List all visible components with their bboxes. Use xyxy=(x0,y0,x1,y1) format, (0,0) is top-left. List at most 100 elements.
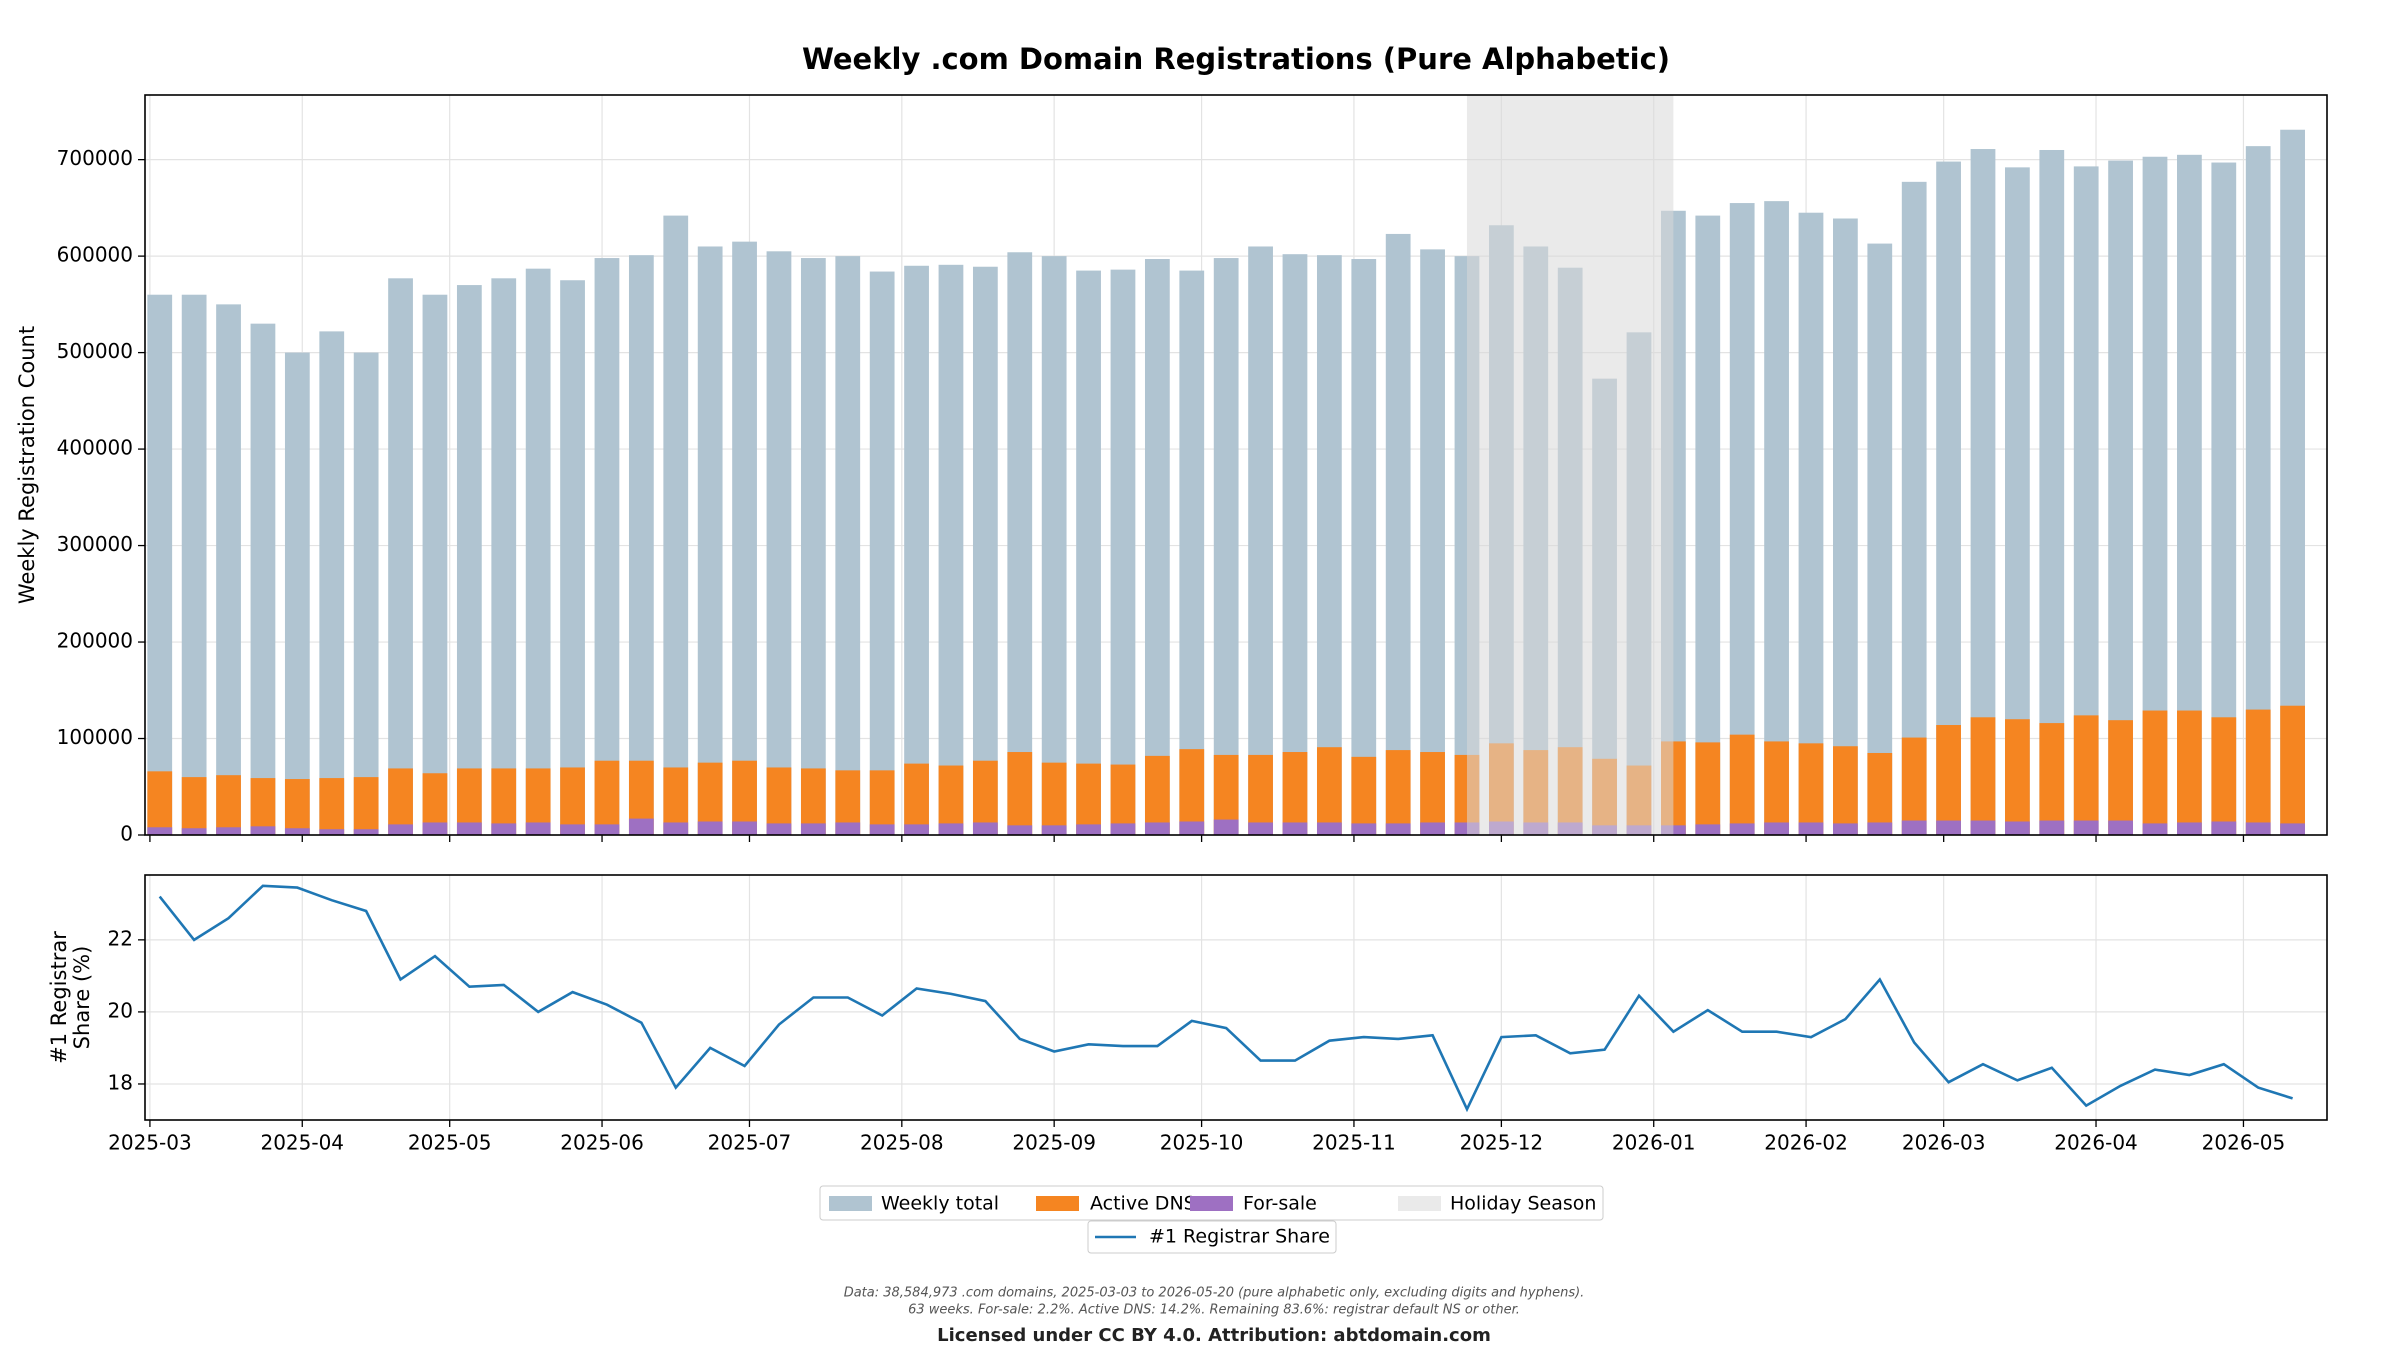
bar xyxy=(1007,825,1033,835)
x-tick-label: 2025-11 xyxy=(1312,1131,1396,1155)
bar xyxy=(904,265,929,835)
bar xyxy=(800,823,826,835)
bar xyxy=(938,823,964,835)
bar xyxy=(2211,821,2237,835)
bar xyxy=(2108,820,2133,835)
bar xyxy=(216,827,241,835)
bar xyxy=(1213,819,1239,835)
bar xyxy=(2211,717,2237,835)
plot-frame xyxy=(144,874,2328,1121)
bar xyxy=(1798,743,1824,835)
legend-label: For-sale xyxy=(1243,1193,1317,1215)
x-tick-label: 2025-07 xyxy=(708,1131,792,1155)
bar xyxy=(1316,747,1342,835)
bar xyxy=(319,331,345,835)
bar xyxy=(250,323,276,835)
bar xyxy=(1076,270,1101,835)
bar xyxy=(1764,741,1789,835)
bar xyxy=(1695,215,1721,836)
bar xyxy=(319,829,345,835)
y-tick-label: 18 xyxy=(108,1070,133,1094)
holiday-span xyxy=(1466,95,1674,835)
bar xyxy=(2280,823,2305,835)
bar xyxy=(800,258,826,835)
bar xyxy=(904,763,929,835)
bar xyxy=(1695,824,1721,835)
bar xyxy=(2039,723,2065,835)
bar xyxy=(1867,822,1893,835)
y-tick-label: 20 xyxy=(108,998,133,1022)
bar xyxy=(147,294,173,836)
bar xyxy=(250,778,276,835)
y-tick-label: 500000 xyxy=(57,339,133,363)
plot-frame xyxy=(144,94,2328,836)
y-tick-label: 600000 xyxy=(57,243,133,267)
bar xyxy=(1833,746,1858,835)
bar xyxy=(2177,710,2202,835)
y-tick-label: 100000 xyxy=(57,725,133,749)
bar xyxy=(525,822,551,835)
bar xyxy=(1695,742,1721,835)
bar xyxy=(1041,825,1067,835)
bar xyxy=(1282,822,1308,835)
x-tick-label: 2026-03 xyxy=(1902,1131,1986,1155)
x-tick-label: 2025-03 xyxy=(108,1131,192,1155)
y-tick-label: 700000 xyxy=(57,146,133,170)
bar xyxy=(1282,254,1308,835)
bar xyxy=(1867,752,1893,835)
bar xyxy=(147,827,173,835)
bar xyxy=(388,278,413,835)
bar xyxy=(1936,820,1961,835)
bar xyxy=(456,822,482,835)
bar xyxy=(181,828,207,835)
bar xyxy=(594,258,620,835)
bar xyxy=(491,278,517,835)
bar xyxy=(147,771,173,835)
bar xyxy=(353,829,379,835)
legend-label: Active DNS xyxy=(1090,1193,1196,1215)
y-tick-label: 22 xyxy=(108,926,133,950)
bar xyxy=(1420,822,1445,835)
y-axis-label: Share (%) xyxy=(70,946,94,1050)
bar xyxy=(835,256,861,836)
bar xyxy=(1041,762,1067,835)
line xyxy=(158,884,2293,1113)
bar xyxy=(353,777,379,835)
chart-title: Weekly .com Domain Registrations (Pure A… xyxy=(802,42,1670,76)
bar xyxy=(388,824,413,835)
bar xyxy=(1144,822,1170,835)
license: Licensed under CC BY 4.0. Attribution: a… xyxy=(937,1325,1491,1346)
bar xyxy=(1833,218,1858,835)
bar xyxy=(2039,820,2065,835)
bar xyxy=(2177,822,2202,835)
bar xyxy=(766,823,792,835)
bar xyxy=(560,280,585,835)
bar xyxy=(1351,259,1377,836)
bar xyxy=(1420,249,1445,835)
x-tick-label: 2025-08 xyxy=(860,1131,944,1155)
bar xyxy=(766,251,792,836)
bar xyxy=(1385,750,1411,835)
bar xyxy=(835,822,861,835)
y-axis-label: #1 Registrar xyxy=(47,931,71,1064)
bar xyxy=(181,294,207,836)
bar xyxy=(869,271,895,836)
bar xyxy=(388,768,413,835)
legend-swatch xyxy=(829,1196,872,1211)
legend-swatch xyxy=(1398,1196,1441,1211)
bar xyxy=(1729,734,1755,835)
x-tick-label: 2025-05 xyxy=(408,1131,492,1155)
bar xyxy=(628,255,654,836)
bar xyxy=(1420,752,1445,835)
bar xyxy=(1179,749,1205,835)
bar xyxy=(869,770,895,835)
bar xyxy=(2005,821,2030,835)
bar xyxy=(1901,820,1927,835)
bar xyxy=(525,268,551,835)
bar xyxy=(1144,259,1170,836)
bar xyxy=(1970,820,1996,835)
bar xyxy=(1798,212,1824,836)
bar xyxy=(904,824,929,835)
bar xyxy=(456,285,482,835)
bar xyxy=(1248,754,1273,835)
